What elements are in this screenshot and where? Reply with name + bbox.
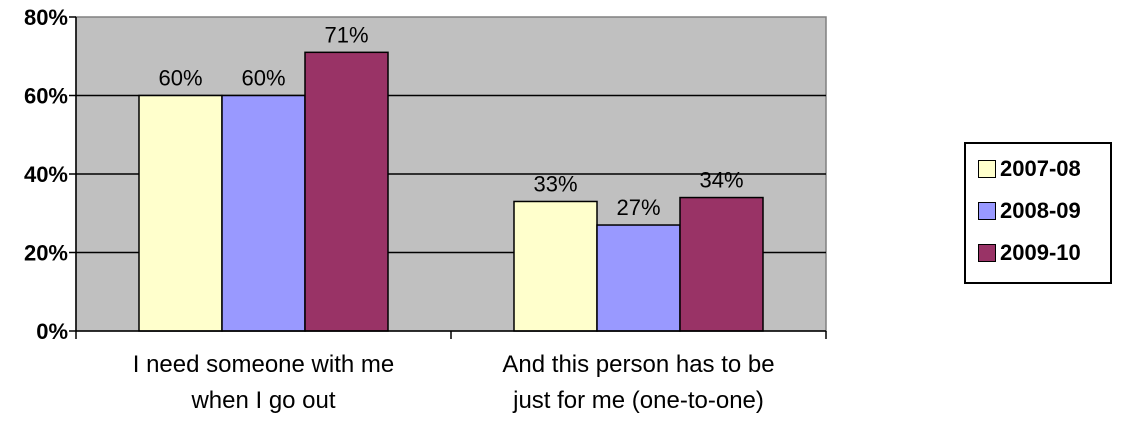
bar-2009-10-2: [679, 196, 764, 332]
data-label: 60%: [158, 66, 202, 91]
legend-swatch-2009-10: [978, 244, 996, 262]
x-category-label: when I go out: [190, 387, 335, 414]
legend: 2007-08 2008-09 2009-10: [964, 142, 1112, 284]
bar-2008-09-1: [221, 94, 306, 332]
bar-2007-08-1: [138, 94, 223, 332]
data-labels: 60% 33% 60% 27% 71% 34%: [158, 22, 743, 220]
y-tick-label: 20%: [24, 241, 68, 266]
y-axis-ticks: 0% 20% 40% 60% 80%: [24, 5, 76, 344]
x-category-label: And this person has to be: [502, 351, 774, 378]
y-tick-label: 60%: [24, 84, 68, 109]
data-label: 27%: [616, 195, 660, 220]
legend-item-2008-09: 2008-09: [978, 198, 1081, 223]
x-axis-category-labels: I need someone with me when I go out And t…: [133, 351, 775, 414]
legend-swatch-2007-08: [978, 160, 996, 178]
y-tick-label: 80%: [24, 5, 68, 30]
data-label: 33%: [533, 171, 577, 196]
data-label: 60%: [241, 66, 285, 91]
bar-2008-09-2: [596, 224, 681, 332]
legend-item-2009-10: 2009-10: [978, 240, 1081, 265]
legend-label: 2008-09: [1000, 198, 1081, 223]
legend-label: 2007-08: [1000, 156, 1081, 181]
y-tick-label: 0%: [36, 319, 68, 344]
x-category-label: I need someone with me: [133, 351, 394, 378]
bar-2009-10-1: [304, 51, 389, 332]
bar-2007-08-2: [513, 200, 598, 332]
y-tick-label: 40%: [24, 162, 68, 187]
data-label: 34%: [699, 168, 743, 193]
legend-swatch-2008-09: [978, 202, 996, 220]
legend-item-2007-08: 2007-08: [978, 156, 1081, 181]
data-label: 71%: [324, 22, 368, 47]
x-category-label: just for me (one-to-one): [512, 387, 764, 414]
legend-label: 2009-10: [1000, 240, 1081, 265]
bars: [138, 51, 764, 332]
